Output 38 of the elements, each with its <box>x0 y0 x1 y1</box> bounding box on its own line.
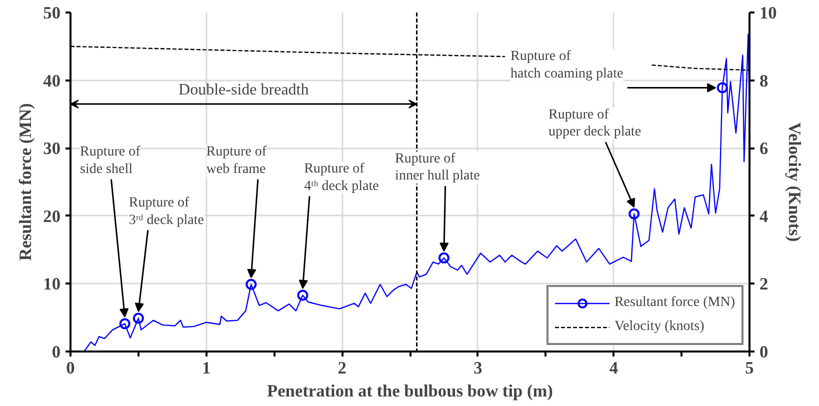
y-axis-title: Resultant force (MN) <box>16 103 36 261</box>
point <box>438 252 450 264</box>
annotation: Rupture of inner hull plate <box>395 151 480 184</box>
y-tick-label: 50 <box>43 4 60 22</box>
x-tick-label: 5 <box>745 358 754 378</box>
legend-label: Resultant force (MN) <box>614 295 735 311</box>
y-tick-label: 10 <box>43 274 60 294</box>
x-tick-label: 0 <box>66 358 75 378</box>
y-tick-label: 20 <box>43 206 60 226</box>
y2-tick-label: 0 <box>760 342 768 362</box>
y2-axis-title: Velocity (Knots) <box>784 122 804 242</box>
point <box>119 318 130 330</box>
point <box>246 278 257 290</box>
x-tick-label: 4 <box>609 358 618 378</box>
annotation: Rupture of side shell <box>80 144 141 177</box>
annotation: Rupture of web frame <box>206 144 267 177</box>
annotation: Rupture of 4ᵗʰ deck plate <box>304 162 379 194</box>
point <box>716 82 728 94</box>
annotation: Rupture of 3ʳᵈ deck plate <box>128 196 204 228</box>
x-tick-label: 3 <box>474 358 483 378</box>
y-tick-label: 40 <box>43 71 60 90</box>
legend-label: Velocity (knots) <box>614 319 704 335</box>
point <box>132 312 144 324</box>
y2-tick-label: 8 <box>760 71 768 90</box>
y2-tick-label: 10 <box>760 4 777 22</box>
y2-tick-label: 6 <box>760 139 768 158</box>
x-tick-label: 1 <box>202 358 211 378</box>
x-axis-title: Penetration at the bulbous bow tip (m) <box>267 382 554 400</box>
y2-tick-label: 4 <box>760 206 768 226</box>
annotation: Rupture of upper deck plate <box>548 107 642 140</box>
point <box>628 208 640 220</box>
y2-tick-label: 2 <box>760 274 768 294</box>
point <box>297 290 308 301</box>
annotation: Rupture of hatch coaming plate <box>510 49 624 82</box>
annotation: Double-side breadth <box>178 82 309 99</box>
y-tick-label: 0 <box>52 342 61 362</box>
x-tick-label: 2 <box>338 358 346 378</box>
y-tick-label: 30 <box>43 139 60 158</box>
